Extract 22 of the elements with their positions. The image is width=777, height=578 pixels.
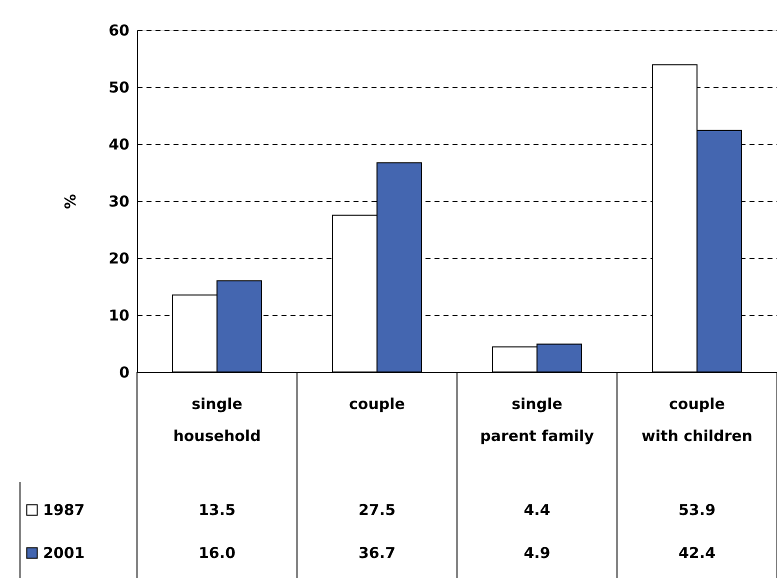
y-tick-label: 50 [108, 78, 130, 96]
data-label: 36.7 [358, 544, 396, 562]
legend-label: 1987 [43, 501, 85, 519]
y-tick-label: 0 [119, 364, 130, 382]
data-label: 4.4 [524, 501, 550, 519]
data-label: 42.4 [678, 544, 716, 562]
data-label: 53.9 [678, 501, 716, 519]
x-tick-label: couple with children [642, 395, 752, 445]
y-tick-label: 40 [108, 136, 130, 154]
x-tick-label: single household [173, 395, 261, 445]
x-tick-label: single parent family [480, 395, 594, 445]
data-label: 16.0 [198, 544, 236, 562]
data-label: 4.9 [524, 544, 550, 562]
data-label: 27.5 [358, 501, 396, 519]
y-tick-label: 60 [108, 22, 130, 40]
legend-label: 2001 [43, 544, 85, 562]
y-axis-title: % [62, 194, 80, 210]
y-tick-label: 10 [108, 306, 130, 324]
x-tick-label: couple [349, 395, 405, 413]
y-tick-label: 30 [108, 192, 130, 210]
y-tick-label: 20 [108, 250, 130, 268]
data-label: 13.5 [198, 501, 236, 519]
